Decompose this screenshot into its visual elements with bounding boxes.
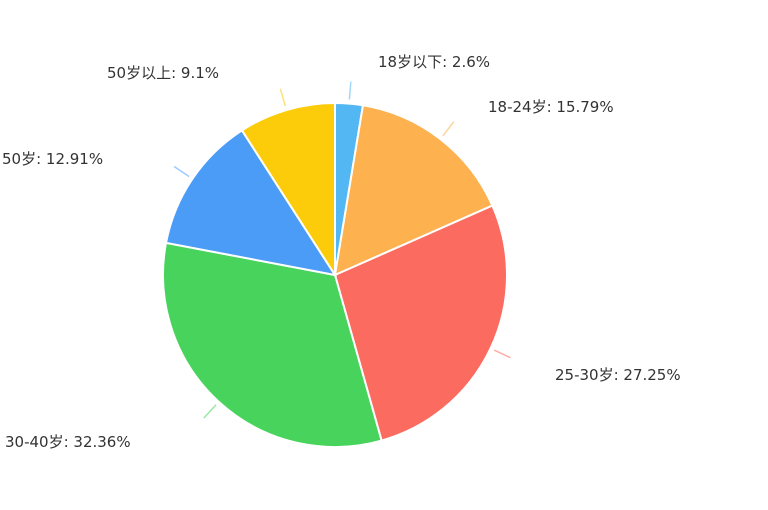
leader-line <box>203 404 217 419</box>
pie-slice <box>240 101 336 279</box>
leader-line <box>442 121 455 137</box>
pie-slices <box>162 101 508 448</box>
leader-line <box>173 165 190 178</box>
slice-label: 25-30岁: 27.25% <box>555 366 681 384</box>
pie-slice <box>162 241 383 448</box>
leader-lines <box>173 81 511 419</box>
pie-slice <box>164 128 338 277</box>
slice-label: 50岁以上: 9.1% <box>107 64 219 82</box>
leader-line <box>279 88 287 107</box>
leader-line <box>348 81 352 100</box>
slice-label: 50岁: 12.91% <box>2 150 103 168</box>
slice-label: 18岁以下: 2.6% <box>378 53 490 71</box>
pie-slice <box>333 104 494 277</box>
pie-slice <box>333 204 508 442</box>
leader-line <box>493 349 511 359</box>
slice-label: 18-24岁: 15.79% <box>488 98 614 116</box>
slice-label: 30-40岁: 32.36% <box>5 433 131 451</box>
slice-labels: 18岁以下: 2.6% 18-24岁: 15.79% 25-30岁: 27.25% 3… <box>2 53 681 451</box>
